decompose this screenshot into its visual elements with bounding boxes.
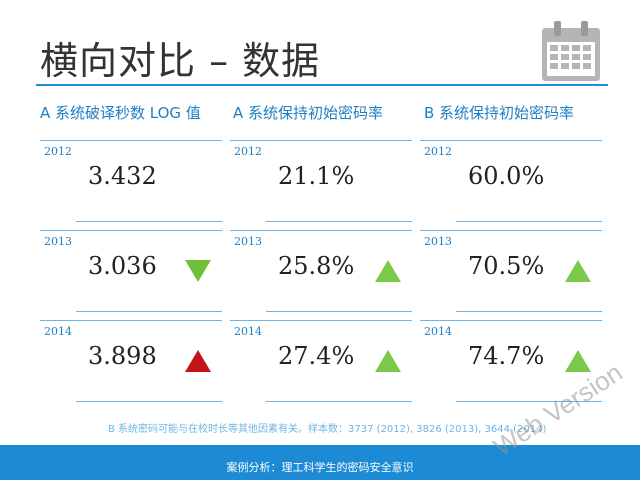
card-year: 2012 xyxy=(234,145,262,158)
column-header-b-rate: B 系统保持初始密码率 xyxy=(424,104,575,122)
card-year: 2012 xyxy=(44,145,72,158)
page-title: 横向对比 – 数据 xyxy=(40,39,321,83)
triangle-down-icon xyxy=(185,260,211,282)
title-divider xyxy=(36,84,608,86)
card-bottom-rule xyxy=(456,311,602,312)
card-year: 2013 xyxy=(234,235,262,248)
card-top-rule xyxy=(420,140,602,141)
card-bottom-rule xyxy=(266,221,412,222)
card-bottom-rule xyxy=(76,221,222,222)
card-year: 2013 xyxy=(424,235,452,248)
column-header-a-rate: A 系统保持初始密码率 xyxy=(233,104,384,122)
card-bottom-rule xyxy=(76,401,222,402)
card-value: 3.898 xyxy=(88,342,157,370)
stat-card: 2012 60.0% xyxy=(420,140,602,222)
footer-title: 案例分析：理工科学生的密码安全意识 xyxy=(226,461,414,474)
stat-card: 2014 3.898 xyxy=(40,320,222,402)
triangle-up-icon xyxy=(565,350,591,372)
triangle-up-icon xyxy=(375,350,401,372)
card-value: 3.432 xyxy=(88,162,157,190)
card-bottom-rule xyxy=(266,311,412,312)
card-top-rule xyxy=(230,230,412,231)
card-top-rule xyxy=(40,140,222,141)
stat-card: 2014 27.4% xyxy=(230,320,412,402)
card-value: 3.036 xyxy=(88,252,157,280)
stat-card: 2013 70.5% xyxy=(420,230,602,312)
triangle-up-icon xyxy=(565,260,591,282)
card-top-rule xyxy=(420,230,602,231)
stat-card: 2012 21.1% xyxy=(230,140,412,222)
stat-card: 2013 25.8% xyxy=(230,230,412,312)
card-top-rule xyxy=(230,140,412,141)
footer-bar: 案例分析：理工科学生的密码安全意识 xyxy=(0,445,640,480)
card-year: 2014 xyxy=(234,325,262,338)
card-value: 25.8% xyxy=(278,252,355,280)
stat-card: 2013 3.036 xyxy=(40,230,222,312)
card-value: 21.1% xyxy=(278,162,355,190)
card-top-rule xyxy=(40,230,222,231)
card-bottom-rule xyxy=(456,221,602,222)
stat-card: 2012 3.432 xyxy=(40,140,222,222)
card-value: 74.7% xyxy=(468,342,545,370)
card-value: 70.5% xyxy=(468,252,545,280)
card-top-rule xyxy=(420,320,602,321)
card-year: 2014 xyxy=(424,325,452,338)
column-header-a-log: A 系统破译秒数 LOG 值 xyxy=(40,104,201,122)
card-year: 2012 xyxy=(424,145,452,158)
stat-card: 2014 74.7% xyxy=(420,320,602,402)
card-value: 27.4% xyxy=(278,342,355,370)
triangle-up-icon xyxy=(185,350,211,372)
card-year: 2013 xyxy=(44,235,72,248)
footnote: B 系统密码可能与在校时长等其他因素有关。样本数：3737 (2012), 38… xyxy=(108,424,547,435)
card-top-rule xyxy=(230,320,412,321)
card-bottom-rule xyxy=(76,311,222,312)
card-year: 2014 xyxy=(44,325,72,338)
card-top-rule xyxy=(40,320,222,321)
calendar-icon xyxy=(542,21,600,81)
card-bottom-rule xyxy=(266,401,412,402)
card-bottom-rule xyxy=(456,401,602,402)
card-value: 60.0% xyxy=(468,162,545,190)
triangle-up-icon xyxy=(375,260,401,282)
